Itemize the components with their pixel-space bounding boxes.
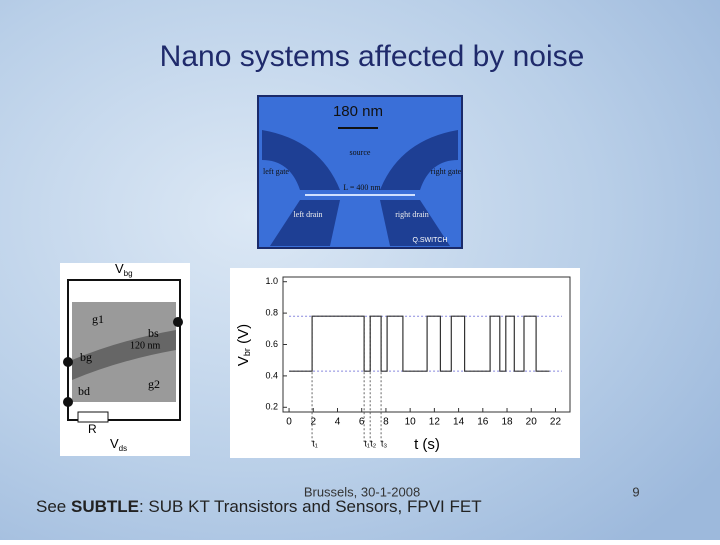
label-sub: bg [124, 269, 133, 278]
circuit-label: bg [80, 350, 92, 364]
note-rest: : SUB KT Transistors and Sensors, FPVI F… [139, 497, 482, 516]
label-sub: br [242, 348, 252, 356]
x-tick-label: 12 [429, 417, 441, 428]
sem-label: L = 400 nm [343, 183, 381, 192]
circuit-label: Vds [110, 436, 127, 453]
sem-label: right gate [431, 167, 462, 176]
x-tick-label: 16 [477, 417, 489, 428]
x-tick-label: 14 [453, 417, 465, 428]
x-tick-label: 6 [359, 417, 365, 428]
note-prefix: See [36, 497, 71, 516]
drain-shape [380, 200, 450, 246]
circuit-label: g1 [92, 312, 104, 326]
resistor [77, 411, 109, 423]
sem-label: left drain [293, 210, 322, 219]
x-tick-label: 0 [286, 417, 292, 428]
circuit-wire [67, 279, 181, 421]
contact [63, 357, 73, 367]
device-channel [72, 330, 176, 380]
circuit-label: Vbg [115, 261, 133, 278]
marker-label: t₃ [381, 438, 388, 448]
contact [173, 317, 183, 327]
footer-note: See SUBTLE: SUB KT Transistors and Senso… [36, 497, 482, 516]
y-tick-label: 0.2 [265, 402, 278, 412]
plot: Vbr (V) t (s) 0.2 0.4 0.6 0.8 1.0 0 2 4 6 8 10 12 14… [230, 268, 580, 458]
page-number: 9 [632, 484, 639, 499]
x-tick-label: 10 [405, 417, 417, 428]
footer-date: Brussels, 30-1-2008 [304, 484, 420, 499]
title: Nano systems affected by noise [160, 40, 585, 73]
drain-shape [270, 200, 340, 246]
x-tick-label: 8 [383, 417, 389, 428]
plot-background [230, 268, 580, 458]
label-unit: (V) [235, 324, 252, 348]
circuit-label: R [88, 422, 97, 436]
contact [63, 397, 73, 407]
x-axis-label: t (s) [414, 436, 440, 453]
sem-image: 180 nm source left gate right gate L = 4… [257, 95, 463, 249]
circuit-label: 120 nm [130, 340, 161, 351]
label-main: V [235, 356, 252, 366]
x-tick-label: 22 [550, 417, 562, 428]
x-tick-label: 18 [501, 417, 513, 428]
circuit-label: bd [78, 384, 90, 398]
sem-label: right drain [395, 210, 429, 219]
circuit-label: bs [148, 326, 159, 340]
gate-shape [380, 130, 458, 190]
label-main: V [110, 436, 119, 451]
y-axis-label: Vbr (V) [235, 324, 252, 366]
sem-label: Q.SWITCH [413, 237, 448, 244]
sem-label: source [350, 148, 371, 157]
y-tick-label: 1.0 [265, 276, 278, 286]
x-tick-label: 4 [335, 417, 341, 428]
signal-line [289, 315, 550, 372]
circuit: Vbg Vds R g1 bs 120 nm bg bd g2 [60, 261, 190, 456]
y-tick-label: 0.4 [265, 370, 278, 380]
x-tick-label: 2 [310, 417, 316, 428]
marker-label: t₁ [312, 438, 318, 448]
note-bold: SUBTLE [71, 497, 139, 516]
y-tick-label: 0.8 [265, 307, 278, 317]
marker-label: t₁ [364, 438, 370, 448]
y-tick-label: 0.6 [265, 339, 278, 349]
label-main: V [115, 261, 124, 276]
marker-label: t₂ [370, 438, 377, 448]
sem-label: left gate [263, 167, 289, 176]
gate-shape [262, 130, 340, 190]
circuit-label: g2 [148, 377, 160, 391]
x-tick-label: 20 [526, 417, 538, 428]
label-sub: ds [119, 444, 127, 453]
scale-label: 180 nm [333, 103, 383, 120]
